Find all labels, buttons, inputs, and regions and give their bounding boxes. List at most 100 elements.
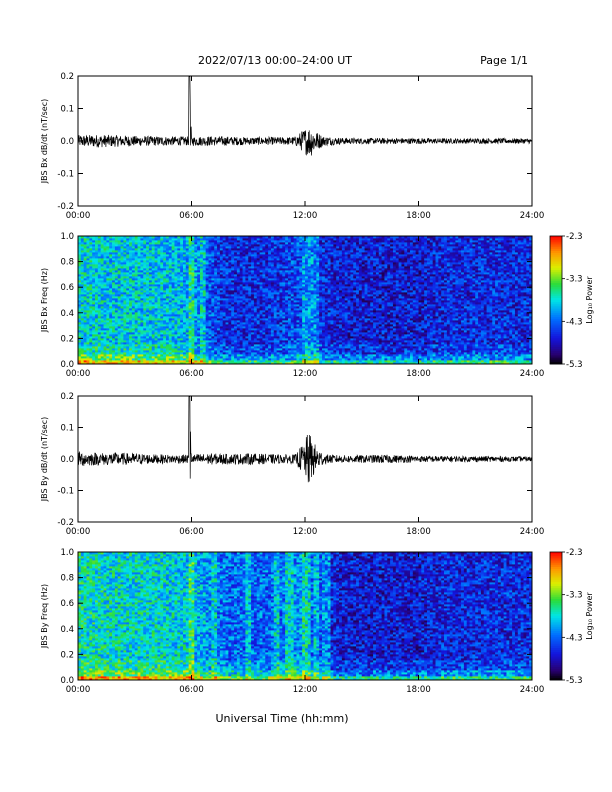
spectrogram-cell — [273, 300, 278, 303]
spectrogram-cell — [268, 246, 272, 249]
spectrogram-cell — [197, 292, 201, 295]
spectrogram-cell — [86, 278, 90, 281]
spectrogram-cell — [89, 322, 93, 325]
spectrogram-cell — [225, 240, 229, 243]
spectrogram-cell — [290, 242, 295, 245]
spectrogram-cell — [287, 334, 292, 337]
spectrogram-cell — [100, 264, 104, 267]
spectrogram-cell — [106, 238, 110, 241]
spectrogram-cell — [236, 310, 241, 313]
spectrogram-cell — [163, 278, 167, 281]
spectrogram-cell — [205, 250, 209, 253]
spectrogram-cell — [80, 284, 85, 287]
spectrogram-cell — [154, 336, 158, 339]
spectrogram-cell — [285, 278, 289, 281]
spectrogram-cell — [290, 306, 295, 309]
spectrogram-cell — [174, 308, 178, 311]
spectrogram-cell — [256, 348, 260, 351]
spectrogram-cell — [268, 264, 272, 267]
spectrogram-cell — [182, 316, 187, 319]
spectrogram-cell — [157, 308, 161, 311]
spectrogram-cell — [262, 274, 266, 277]
spectrogram-cell — [103, 334, 107, 337]
spectrogram-cell — [160, 238, 164, 241]
spectrogram-cell — [293, 338, 297, 341]
spectrogram-cell — [194, 346, 198, 349]
spectrogram-cell — [222, 288, 226, 291]
spectrogram-cell — [80, 270, 85, 273]
spectrogram-cell — [276, 362, 280, 365]
spectrogram-cell — [103, 360, 107, 363]
spectrogram-cell — [208, 308, 212, 311]
spectrogram-cell — [202, 308, 207, 311]
spectrogram-cell — [270, 250, 275, 253]
spectrogram-cell — [270, 348, 275, 351]
spectrogram-cell — [287, 342, 292, 345]
spectrogram-cell — [146, 308, 150, 311]
spectrogram-cell — [197, 300, 201, 303]
spectrogram-cell — [236, 242, 241, 245]
spectrogram-cell — [97, 236, 102, 239]
spectrogram-cell — [177, 288, 181, 291]
spectrogram-cell — [120, 302, 124, 305]
spectrogram-cell — [112, 252, 116, 255]
spectrogram-cell — [140, 250, 144, 253]
spectrogram-cell — [140, 272, 144, 275]
spectrogram-cell — [78, 308, 82, 311]
spectrogram-cell — [191, 262, 195, 265]
spectrogram-cell — [282, 286, 286, 289]
spectrogram-cell — [129, 328, 133, 331]
spectrogram-cell — [83, 292, 87, 295]
spectrogram-cell — [296, 318, 300, 321]
spectrogram-cell — [287, 354, 292, 357]
spectrogram-cell — [236, 312, 241, 315]
spectrogram-cell — [234, 270, 238, 273]
spectrogram-cell — [222, 240, 226, 243]
spectrogram-cell — [197, 332, 201, 335]
spectrogram-cell — [114, 358, 119, 361]
spectrogram-cell — [239, 252, 243, 255]
spectrogram-cell — [276, 242, 280, 245]
spectrogram-cell — [103, 296, 107, 299]
spectrogram-cell — [273, 308, 278, 311]
spectrogram-cell — [97, 306, 102, 309]
spectrogram-cell — [259, 258, 263, 261]
spectrogram-cell — [251, 244, 255, 247]
spectrogram-cell — [171, 290, 175, 293]
spectrogram-cell — [89, 256, 93, 259]
spectrogram-cell — [234, 238, 238, 241]
spectrogram-cell — [256, 246, 260, 249]
spectrogram-cell — [168, 296, 173, 299]
spectrogram-cell — [219, 270, 224, 273]
spectrogram-cell — [191, 322, 195, 325]
spectrogram-cell — [137, 242, 141, 245]
spectrogram-cell — [234, 264, 238, 267]
spectrogram-cell — [80, 282, 85, 285]
spectrogram-cell — [126, 320, 130, 323]
spectrogram-cell — [92, 302, 96, 305]
spectrogram-cell — [148, 270, 153, 273]
spectrogram-cell — [242, 288, 246, 291]
spectrogram-cell — [242, 328, 246, 331]
spectrogram-cell — [270, 240, 275, 243]
spectrogram-cell — [265, 302, 269, 305]
spectrogram-cell — [270, 288, 275, 291]
spectrogram-cell — [234, 242, 238, 245]
spectrogram-cell — [290, 304, 295, 307]
spectrogram-cell — [146, 282, 150, 285]
spectrogram-cell — [78, 284, 82, 287]
spectrogram-cell — [126, 328, 130, 331]
spectrogram-cell — [117, 360, 121, 363]
spectrogram-cell — [109, 314, 113, 317]
spectrogram-cell — [103, 272, 107, 275]
spectrogram-cell — [168, 322, 173, 325]
spectrogram-cell — [231, 294, 235, 297]
spectrogram-cell — [157, 264, 161, 267]
spectrogram-cell — [112, 266, 116, 269]
spectrogram-cell — [182, 324, 187, 327]
spectrogram-cell — [168, 246, 173, 249]
spectrogram-cell — [160, 278, 164, 281]
spectrogram-cell — [253, 326, 258, 329]
spectrogram-cell — [287, 330, 292, 333]
